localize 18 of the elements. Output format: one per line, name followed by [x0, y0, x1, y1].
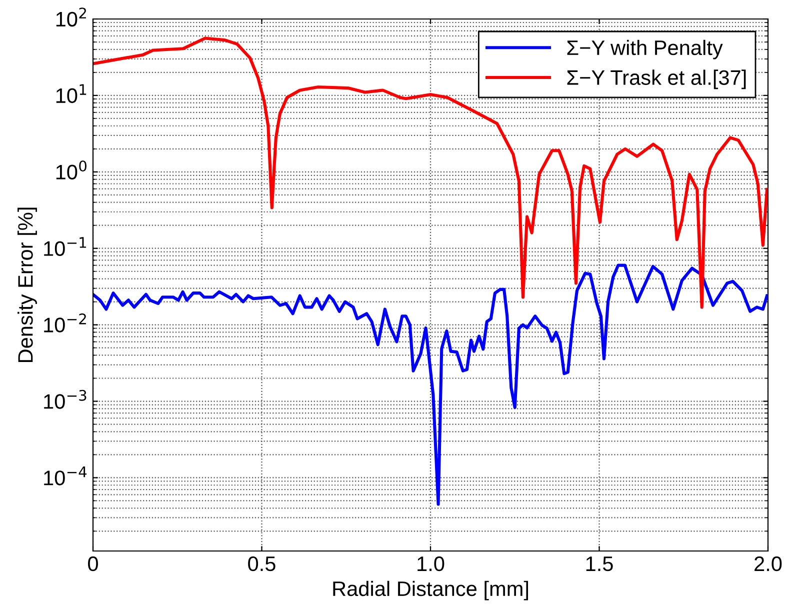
y-tick-label: 10$^{1}$	[56, 84, 86, 104]
legend-label: Σ−Y with Penalty	[567, 40, 723, 60]
x-axis-title: Radial Distance [mm]	[333, 580, 528, 600]
y-tick-label: 10$^{0}$	[56, 160, 86, 180]
x-tick-label: 1.5	[586, 556, 613, 572]
x-tick-label: 0	[88, 556, 98, 572]
legend-label: Σ−Y Trask et al.[37]	[567, 70, 746, 90]
line-series	[93, 264, 768, 506]
y-tick-label: 10$^{−1}$	[44, 237, 86, 256]
y-tick-label: 10$^{2}$	[56, 8, 86, 27]
y-axis-title: Density Error [%]	[18, 208, 37, 362]
x-tick-label: 2.0	[754, 556, 782, 572]
y-tick-label: 10$^{−2}$	[44, 313, 86, 332]
line-series	[93, 36, 768, 309]
x-tick-label: 1.0	[418, 556, 444, 572]
y-tick-label: 10$^{−3}$	[44, 390, 86, 409]
y-tick-label: 10$^{−4}$	[44, 466, 87, 486]
x-tick-label: 0.5	[248, 556, 276, 572]
